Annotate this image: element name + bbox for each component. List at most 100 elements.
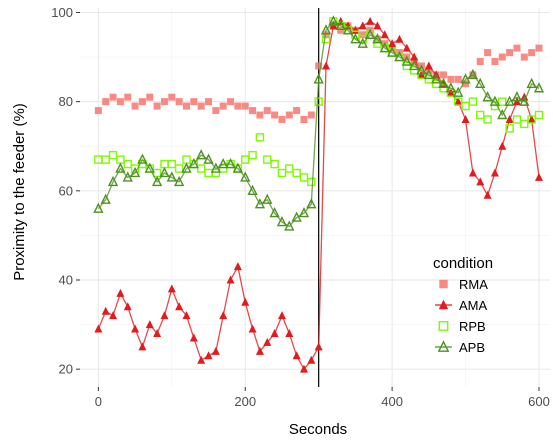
data-point-ama — [182, 311, 191, 320]
data-point-rma — [440, 71, 448, 79]
data-point-ama — [197, 355, 206, 364]
data-point-rpb — [196, 164, 206, 173]
data-point-ama — [153, 328, 162, 337]
data-point-ama — [219, 311, 228, 320]
data-point-rma — [322, 31, 330, 39]
data-point-apb — [379, 42, 390, 53]
data-point-rpb — [219, 164, 228, 173]
data-point-apb — [144, 162, 155, 173]
data-point-apb — [394, 50, 405, 62]
data-point-rma — [454, 75, 462, 83]
data-point-ama — [366, 16, 375, 25]
data-point-rma — [219, 102, 227, 110]
data-point-ama — [277, 311, 286, 320]
data-point-apb — [320, 24, 332, 35]
data-point-rma — [256, 111, 264, 119]
data-point-ama — [175, 302, 184, 311]
data-point-ama — [138, 342, 147, 351]
data-point-ama — [505, 114, 514, 123]
data-point-apb — [151, 175, 163, 187]
data-point-rma — [197, 102, 205, 110]
data-point-apb — [497, 108, 508, 120]
data-point-ama — [402, 43, 411, 52]
data-point-ama — [490, 168, 499, 177]
x-tick-label: 0 — [95, 394, 102, 409]
data-point-ama — [299, 364, 308, 373]
data-point-apb — [482, 91, 493, 102]
data-point-rpb — [417, 70, 426, 80]
data-point-rpb — [409, 66, 419, 75]
data-point-apb — [372, 33, 383, 44]
data-point-ama — [116, 288, 125, 297]
data-point-rma — [234, 102, 242, 110]
data-point-apb — [93, 202, 104, 213]
data-point-apb — [489, 95, 501, 106]
legend-label-apb: APB — [459, 340, 485, 355]
data-point-rpb — [167, 159, 176, 169]
data-point-apb — [511, 91, 523, 102]
data-point-rma — [146, 93, 154, 101]
data-point-ama — [292, 351, 301, 360]
data-point-rma — [491, 58, 499, 66]
data-point-ama — [160, 311, 169, 320]
data-point-rma — [285, 111, 293, 119]
data-point-rma — [241, 102, 249, 110]
legend-label-rpb: RPB — [459, 319, 486, 334]
data-point-apb — [262, 193, 273, 204]
data-point-rpb — [307, 177, 316, 187]
data-point-ama — [226, 275, 235, 284]
data-point-rpb — [468, 97, 478, 106]
data-point-rpb — [123, 159, 132, 169]
data-point-ama — [461, 114, 470, 123]
data-point-rma — [160, 98, 168, 106]
data-point-apb — [350, 33, 361, 44]
data-point-ama — [131, 324, 140, 333]
data-point-ama — [527, 114, 536, 123]
data-point-rma — [271, 111, 279, 119]
data-point-ama — [241, 297, 250, 306]
data-point-rpb — [277, 168, 287, 178]
data-point-apb — [467, 68, 479, 80]
y-tick-label: 100 — [51, 5, 73, 20]
data-point-apb — [445, 82, 456, 93]
data-point-rma — [124, 93, 132, 101]
x-axis-title: Seconds — [289, 421, 347, 438]
data-point-apb — [409, 59, 420, 71]
data-point-rma — [337, 26, 345, 34]
data-point-apb — [276, 215, 288, 227]
data-point-rpb — [211, 168, 221, 178]
data-point-rpb — [174, 164, 184, 173]
legend-marker-apb — [437, 340, 450, 352]
data-point-rpb — [314, 97, 323, 106]
data-point-apb — [129, 166, 141, 178]
data-point-ama — [145, 320, 154, 329]
legend: condition RMA AMA RPB APB — [433, 255, 493, 355]
data-point-rpb — [182, 155, 191, 164]
data-point-rma — [300, 115, 308, 123]
data-point-rpb — [461, 101, 470, 111]
data-point-apb — [475, 77, 486, 89]
data-point-apb — [137, 153, 148, 164]
data-point-rma — [520, 53, 528, 61]
data-point-apb — [328, 15, 339, 26]
data-point-apb — [210, 162, 221, 173]
data-point-apb — [298, 207, 310, 218]
data-point-ama — [388, 39, 397, 48]
data-point-apb — [313, 73, 324, 84]
y-tick-label: 80 — [59, 94, 73, 109]
data-point-apb — [203, 153, 214, 164]
legend-title: condition — [433, 255, 493, 272]
data-point-rpb — [299, 173, 309, 182]
data-point-ama — [424, 61, 433, 70]
axes-layer: 0 200 400 600 20 40 60 80 100 — [51, 5, 550, 409]
legend-item-rma: RMA — [439, 277, 488, 292]
data-point-rma — [484, 49, 492, 57]
data-point-ama — [167, 284, 176, 293]
data-point-apb — [453, 86, 464, 97]
data-point-apb — [533, 82, 545, 93]
data-point-ama — [483, 190, 492, 199]
data-point-apb — [107, 175, 119, 187]
data-point-rma — [109, 93, 117, 101]
data-point-apb — [306, 198, 317, 209]
